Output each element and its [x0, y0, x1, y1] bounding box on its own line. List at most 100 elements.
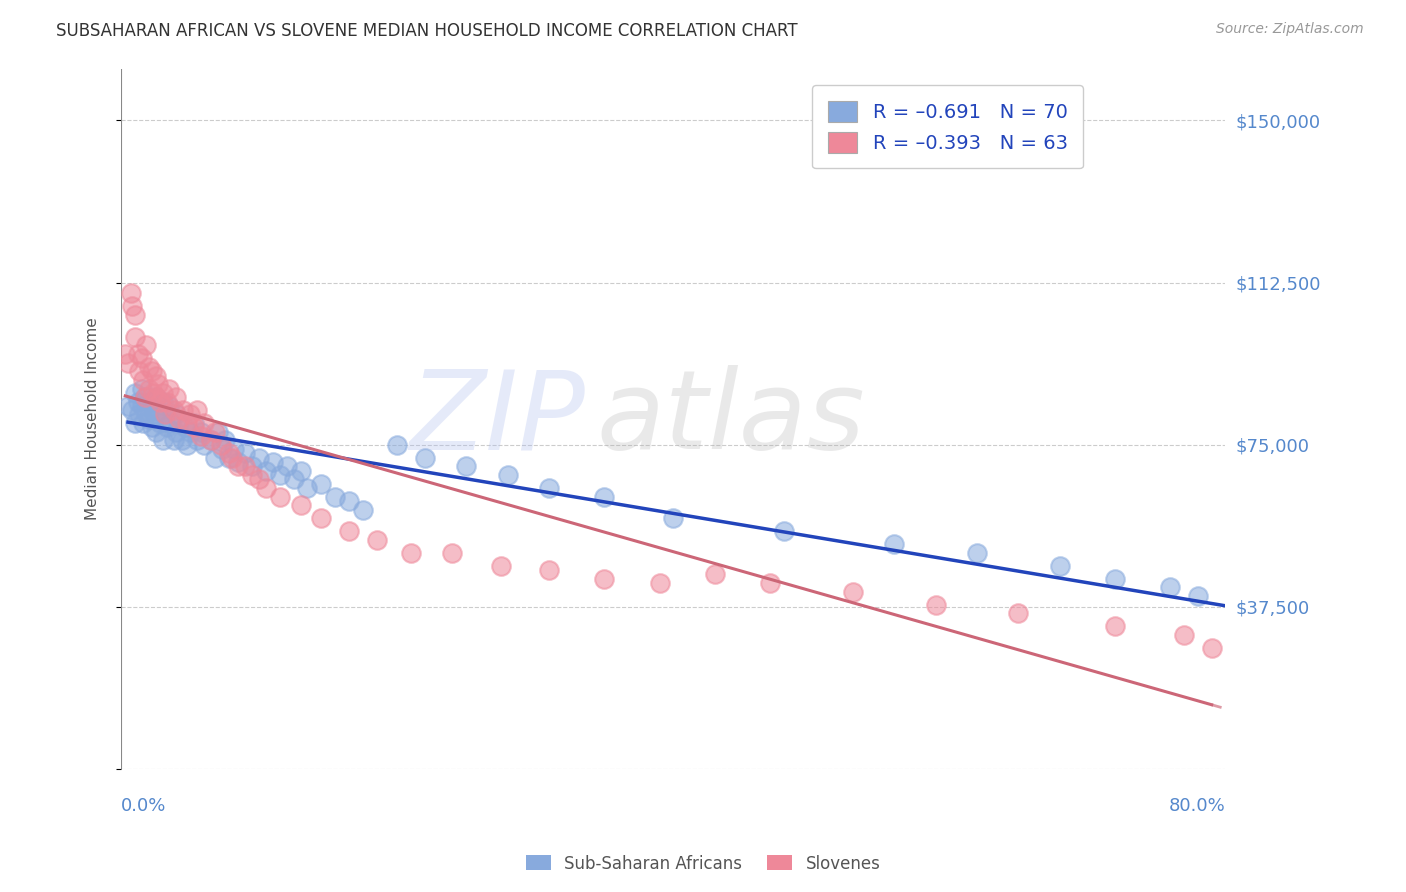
Point — [124, 329, 146, 343]
Text: ZIP: ZIP — [409, 366, 585, 472]
Point — [135, 338, 157, 352]
Point — [141, 364, 163, 378]
Point — [148, 377, 170, 392]
Point — [842, 584, 865, 599]
Point — [262, 455, 284, 469]
Point — [211, 442, 233, 456]
Point — [167, 416, 190, 430]
Point — [1104, 572, 1126, 586]
Text: Source: ZipAtlas.com: Source: ZipAtlas.com — [1216, 22, 1364, 37]
Point — [1187, 589, 1209, 603]
Text: atlas: atlas — [596, 366, 865, 472]
Point — [186, 434, 208, 448]
Point — [159, 416, 181, 430]
Point — [218, 450, 240, 465]
Point — [247, 450, 270, 465]
Point — [240, 459, 263, 474]
Point — [167, 412, 190, 426]
Point — [759, 576, 782, 591]
Point — [269, 490, 291, 504]
Point — [413, 450, 436, 465]
Point — [538, 481, 561, 495]
Point — [145, 390, 167, 404]
Point — [204, 450, 226, 465]
Point — [214, 434, 236, 448]
Point — [538, 563, 561, 577]
Point — [200, 434, 222, 448]
Point — [441, 546, 464, 560]
Point — [1049, 558, 1071, 573]
Point — [120, 286, 142, 301]
Point — [1007, 607, 1029, 621]
Point — [127, 347, 149, 361]
Point — [132, 373, 155, 387]
Point — [218, 446, 240, 460]
Point — [323, 490, 346, 504]
Point — [190, 429, 212, 443]
Point — [240, 468, 263, 483]
Point — [172, 403, 194, 417]
Point — [152, 434, 174, 448]
Point — [247, 472, 270, 486]
Point — [131, 382, 153, 396]
Point — [138, 359, 160, 374]
Point — [173, 420, 195, 434]
Point — [209, 438, 232, 452]
Point — [124, 308, 146, 322]
Point — [183, 416, 205, 430]
Point — [228, 459, 250, 474]
Point — [399, 546, 422, 560]
Point — [156, 420, 179, 434]
Point — [145, 390, 167, 404]
Point — [155, 408, 177, 422]
Point — [1201, 640, 1223, 655]
Point — [128, 364, 150, 378]
Point — [149, 416, 172, 430]
Point — [352, 502, 374, 516]
Point — [142, 385, 165, 400]
Point — [165, 425, 187, 439]
Point — [1104, 619, 1126, 633]
Point — [235, 459, 257, 474]
Text: 0.0%: 0.0% — [121, 797, 166, 815]
Point — [193, 438, 215, 452]
Point — [138, 412, 160, 426]
Point — [235, 446, 257, 460]
Point — [311, 511, 333, 525]
Point — [193, 416, 215, 430]
Point — [152, 385, 174, 400]
Point — [254, 481, 277, 495]
Point — [121, 299, 143, 313]
Point — [141, 420, 163, 434]
Point — [190, 425, 212, 439]
Point — [186, 403, 208, 417]
Point — [149, 394, 172, 409]
Point — [179, 408, 201, 422]
Point — [176, 416, 198, 430]
Point — [221, 450, 243, 465]
Point — [496, 468, 519, 483]
Point — [176, 438, 198, 452]
Point — [593, 572, 616, 586]
Legend: Sub-Saharan Africans, Slovenes: Sub-Saharan Africans, Slovenes — [519, 848, 887, 880]
Point — [145, 368, 167, 383]
Y-axis label: Median Household Income: Median Household Income — [86, 318, 100, 520]
Point — [183, 420, 205, 434]
Point — [337, 494, 360, 508]
Point — [1159, 581, 1181, 595]
Point — [159, 399, 181, 413]
Point — [162, 434, 184, 448]
Point — [224, 442, 246, 456]
Legend: R = –0.691   N = 70, R = –0.393   N = 63: R = –0.691 N = 70, R = –0.393 N = 63 — [813, 86, 1083, 169]
Point — [143, 408, 166, 422]
Point — [128, 408, 150, 422]
Point — [134, 390, 156, 404]
Point — [148, 403, 170, 417]
Point — [311, 476, 333, 491]
Point — [131, 399, 153, 413]
Point — [883, 537, 905, 551]
Point — [703, 567, 725, 582]
Point — [228, 455, 250, 469]
Point — [269, 468, 291, 483]
Text: SUBSAHARAN AFRICAN VS SLOVENE MEDIAN HOUSEHOLD INCOME CORRELATION CHART: SUBSAHARAN AFRICAN VS SLOVENE MEDIAN HOU… — [56, 22, 797, 40]
